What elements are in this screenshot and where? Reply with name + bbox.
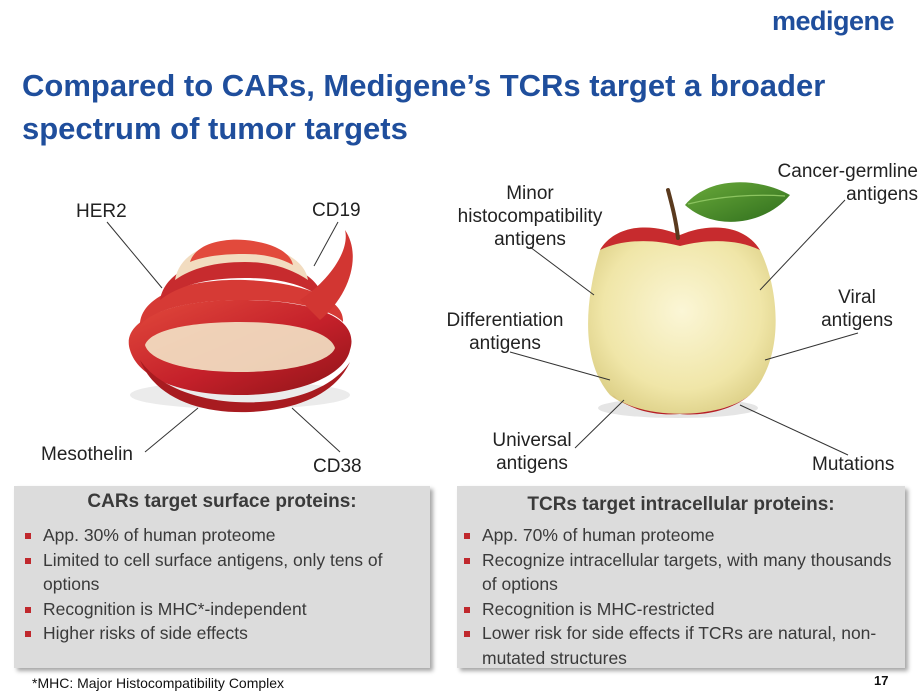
page-number: 17 [874, 673, 889, 688]
cars-panel: CARs target surface proteins: App. 30% o… [14, 486, 430, 668]
label-differentiation: Differentiation antigens [446, 310, 564, 354]
label-universal: Universal antigens [492, 430, 572, 474]
list-item: App. 70% of human proteome [461, 523, 897, 548]
bullet-icon [464, 557, 470, 564]
bullet-icon [464, 631, 470, 637]
bullet-icon [25, 557, 31, 564]
list-item: Recognition is MHC*-independent [22, 597, 418, 622]
cars-list: App. 30% of human proteome Limited to ce… [22, 523, 418, 646]
label-mesothelin: Mesothelin [41, 444, 133, 465]
list-item-text: App. 30% of human proteome [43, 525, 276, 545]
label-cd38: CD38 [313, 456, 362, 477]
bullet-icon [25, 631, 31, 637]
peeled-apple-image [588, 182, 790, 418]
list-item-text: Recognition is MHC-restricted [482, 598, 715, 619]
label-viral: Viral antigens [821, 287, 893, 331]
tcrs-panel: TCRs target intracellular proteins: App.… [457, 486, 905, 668]
bullet-icon [464, 533, 470, 539]
left-leader-lines [106, 221, 341, 453]
label-her2: HER2 [76, 201, 127, 222]
label-mutations: Mutations [812, 454, 895, 475]
list-item: Limited to cell surface antigens, only t… [22, 548, 418, 597]
list-item-text: Recognize intracellular targets, with ma… [482, 549, 892, 595]
bullet-icon [464, 606, 470, 613]
label-minor-histocompatibility: Minor histocompatibility antigens [457, 183, 603, 250]
list-item-text: Lower risk for side effects if TCRs are … [482, 623, 877, 668]
apple-peel-image [128, 230, 353, 413]
list-item-text: Higher risks of side effects [43, 623, 248, 643]
medigene-logo: medigene [772, 6, 895, 36]
list-item-text: Recognition is MHC*-independent [43, 598, 307, 619]
bullet-icon [25, 606, 31, 613]
list-item: Recognition is MHC-restricted [461, 597, 897, 622]
list-item: Lower risk for side effects if TCRs are … [461, 621, 897, 670]
cars-panel-heading: CARs target surface proteins: [87, 491, 357, 512]
list-item-text: Limited to cell surface antigens, only t… [43, 549, 383, 595]
list-item-text: App. 70% of human proteome [482, 525, 715, 545]
label-cancer-germline: Cancer-germline antigens [777, 161, 918, 205]
list-item: App. 30% of human proteome [22, 523, 418, 548]
label-cd19: CD19 [312, 200, 361, 221]
list-item: Higher risks of side effects [22, 621, 418, 646]
bullet-icon [25, 533, 31, 539]
list-item: Recognize intracellular targets, with ma… [461, 548, 897, 597]
tcrs-list: App. 70% of human proteome Recognize int… [461, 523, 897, 670]
right-leader-lines [509, 199, 859, 456]
slide-title: Compared to CARs, Medigene’s TCRs target… [22, 68, 826, 146]
tcrs-panel-heading: TCRs target intracellular proteins: [527, 494, 835, 515]
footnote: *MHC: Major Histocompatibility Complex [32, 675, 285, 691]
